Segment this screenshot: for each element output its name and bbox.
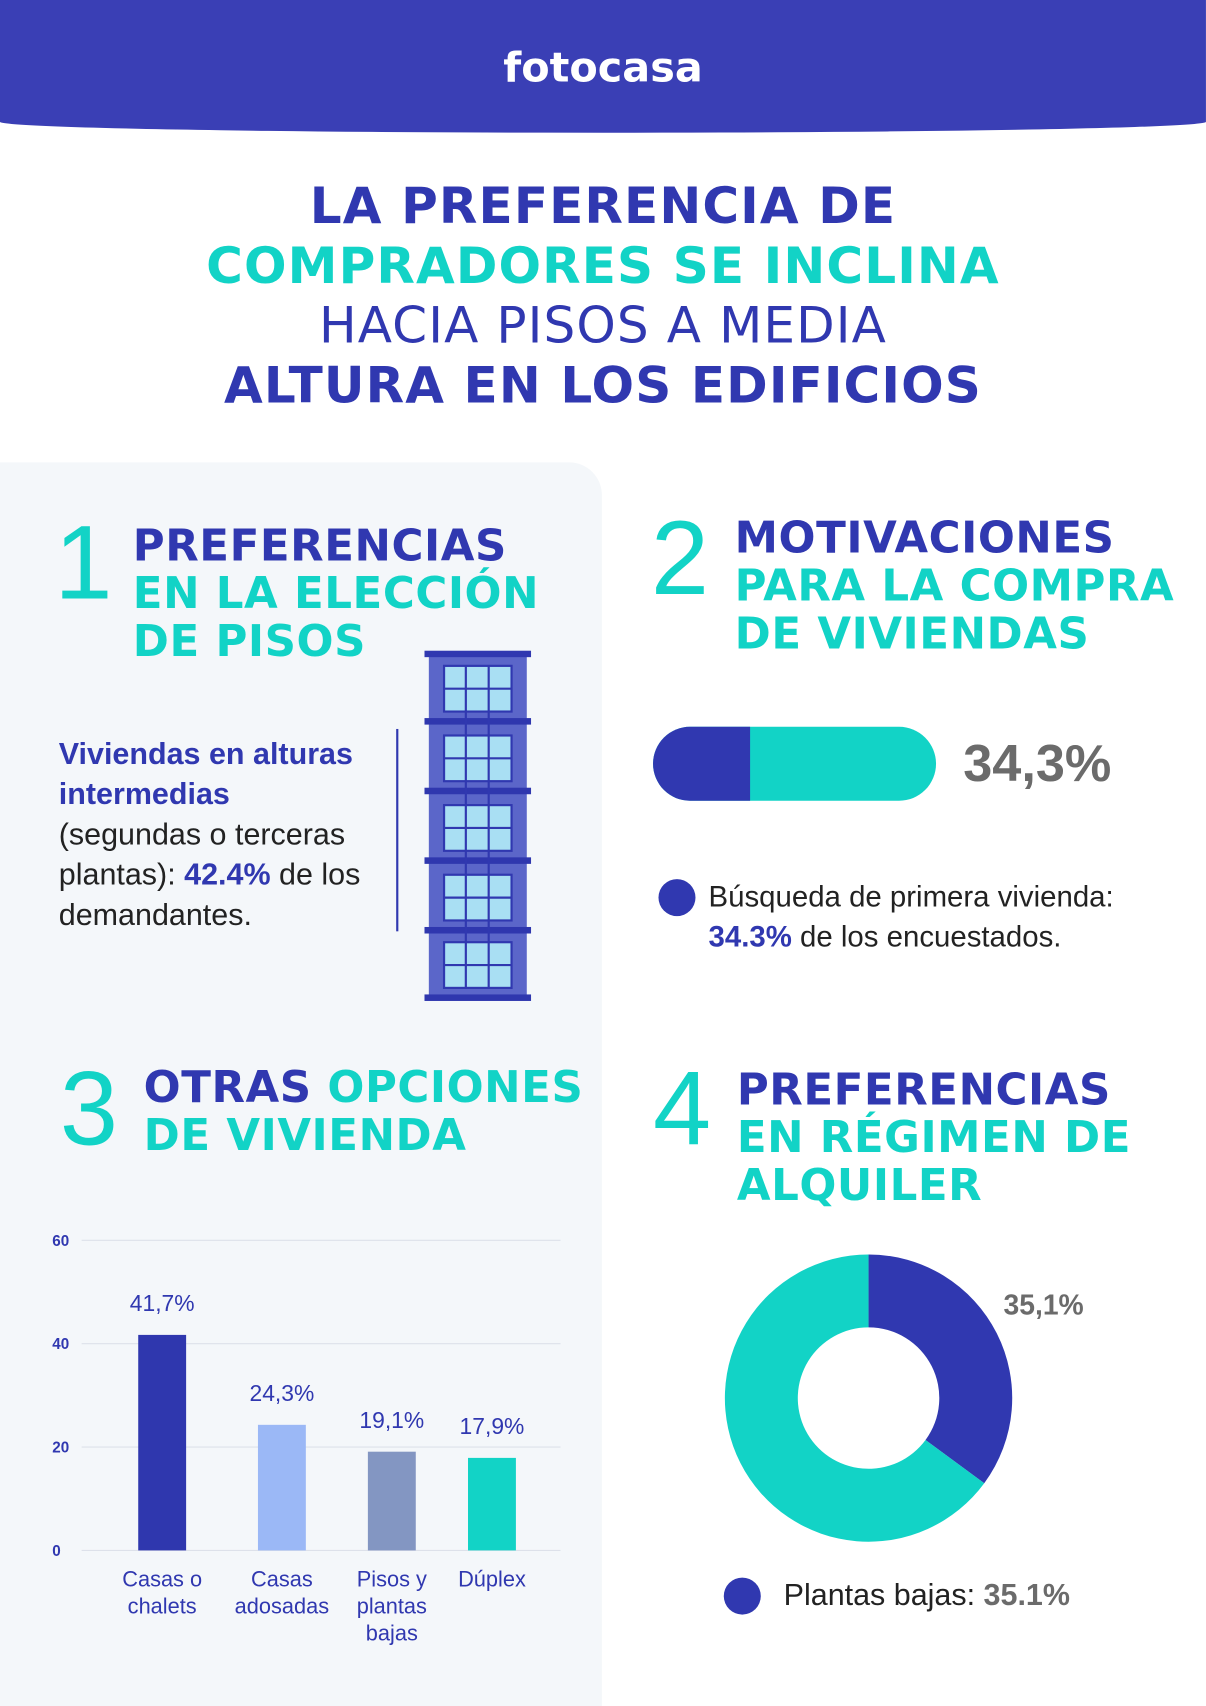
value-label: 19,1% (359, 1407, 424, 1433)
x-tick-label: Casas adosadas (234, 1567, 330, 1619)
heading-line: EN RÉGIMEN DE (736, 1113, 1131, 1164)
text: de los encuestados. (791, 920, 1062, 954)
section-number: 3 (59, 1051, 118, 1168)
heading-line: PARA LA COMPRA (734, 561, 1175, 612)
divider (396, 728, 399, 932)
highlight: 34.3% (708, 920, 792, 954)
section-heading: MOTIVACIONES PARA LA COMPRA DE VIVIENDAS (735, 515, 1175, 659)
y-tick-label: 40 (52, 1336, 69, 1353)
heading-line: MOTIVACIONES (734, 513, 1115, 564)
title-line: LA PREFERENCIA DE (309, 176, 897, 236)
heading-line: OTRAS OPCIONES (144, 1064, 584, 1112)
text: Plantas bajas: (783, 1577, 984, 1612)
title-line: ALTURA EN LOS EDIFICIOS (224, 355, 982, 415)
heading-line: DE PISOS (132, 616, 367, 667)
y-tick-label: 60 (52, 1233, 69, 1250)
section-heading: PREFERENCIAS EN LA ELECCIÓN DE PISOS (133, 522, 539, 666)
legend-dot (658, 879, 696, 917)
x-tick-label: Pisos y plantas bajas (356, 1567, 427, 1647)
bar (468, 1457, 516, 1551)
y-tick-label: 0 (52, 1543, 60, 1560)
heading-line: DE VIVIENDA (143, 1110, 467, 1161)
section-number: 2 (650, 500, 709, 617)
highlight: Viviendas en alturas intermedias (58, 736, 353, 811)
y-tick-label: 20 (52, 1439, 69, 1456)
heading-line: PREFERENCIAS (736, 1065, 1111, 1116)
highlight: 35.1% (983, 1577, 1070, 1612)
value-label: 35,1% (1004, 1288, 1084, 1320)
section-heading: PREFERENCIAS EN RÉGIMEN DE ALQUILER (737, 1066, 1131, 1210)
legend-text: Plantas bajas: 35.1% (784, 1574, 1070, 1614)
heading-line: DE VIVIENDAS (734, 609, 1090, 660)
bar (257, 1424, 306, 1551)
section-text: Búsqueda de primera vivienda: 34.3% de l… (709, 877, 1166, 958)
title-line: COMPRADORES SE INCLINA (206, 236, 1000, 295)
header-bar (0, 0, 1206, 133)
x-tick-label: Casas o chalets (122, 1567, 203, 1619)
text: (segundas o terceras plantas): (58, 817, 346, 892)
section-text: Viviendas en alturas intermedias (segunda… (59, 733, 375, 934)
heading-line: EN LA ELECCIÓN (132, 569, 540, 620)
heading-line: PREFERENCIAS (132, 521, 507, 572)
text: Búsqueda de primera vivienda: (708, 880, 1114, 913)
text: de los demandantes. (58, 857, 361, 932)
section-number: 1 (54, 504, 113, 622)
donut-segment (868, 1254, 1013, 1484)
legend-dot (723, 1577, 761, 1615)
logo: fotocasa (503, 43, 703, 92)
heading-word: OTRAS (143, 1062, 312, 1114)
progress-fill (653, 726, 751, 801)
section-heading: OTRAS OPCIONES DE VIVIENDA (144, 1064, 584, 1160)
value-label: 41,7% (130, 1290, 195, 1316)
bar (367, 1451, 416, 1551)
heading-word: OPCIONES (327, 1062, 584, 1114)
value-label: 17,9% (460, 1413, 525, 1439)
title-line: HACIA PISOS A MEDIA (318, 295, 887, 355)
donut-segment (724, 1254, 985, 1542)
value-label: 34,3% (963, 735, 1111, 793)
heading-line: ALQUILER (736, 1160, 983, 1211)
building-icon (424, 650, 532, 1001)
section-number: 4 (653, 1051, 712, 1168)
x-tick-label: Dúplex (458, 1567, 526, 1592)
highlight: 42.4% (184, 857, 271, 892)
value-label: 24,3% (249, 1380, 314, 1406)
bar (138, 1334, 187, 1551)
